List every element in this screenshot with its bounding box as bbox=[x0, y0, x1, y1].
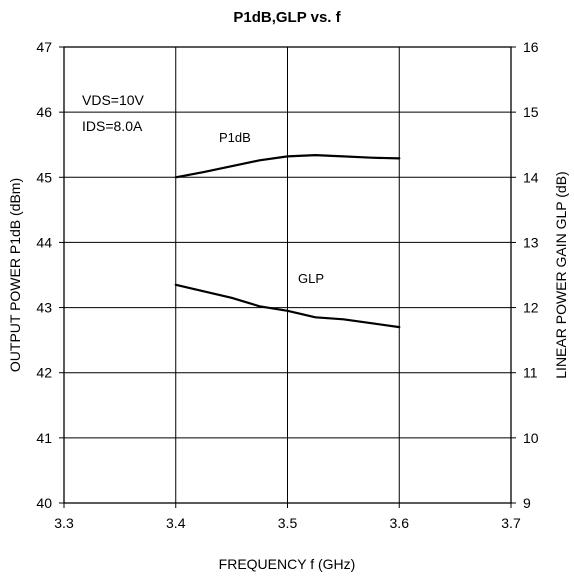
condition-ids: IDS=8.0A bbox=[82, 118, 143, 134]
grid bbox=[64, 47, 511, 503]
series-line-glp bbox=[174, 283, 401, 329]
y-left-tick-labels: 40 41 42 43 44 45 46 47 bbox=[36, 39, 64, 511]
x-tick-label: 3.3 bbox=[54, 515, 74, 531]
y-left-tick-label: 44 bbox=[36, 234, 52, 250]
x-tick-labels: 3.3 3.4 3.5 3.6 3.7 bbox=[54, 503, 521, 531]
y-left-tick-label: 47 bbox=[36, 39, 52, 55]
p1db-series-label: P1dB bbox=[219, 130, 251, 145]
y-right-axis-label: LINEAR POWER GAIN GLP (dB) bbox=[553, 171, 569, 378]
y-right-tick-label: 10 bbox=[523, 430, 539, 446]
condition-vds: VDS=10V bbox=[82, 92, 145, 108]
y-right-tick-label: 16 bbox=[523, 39, 539, 55]
y-right-tick-label: 11 bbox=[523, 365, 538, 381]
series-line-p1db bbox=[174, 154, 401, 179]
y-right-tick-label: 13 bbox=[523, 234, 539, 250]
glp-series-label: GLP bbox=[298, 271, 324, 286]
y-right-tick-labels: 9 10 11 12 13 14 15 16 bbox=[511, 39, 539, 511]
y-right-tick-label: 14 bbox=[523, 169, 539, 185]
y-right-tick-label: 9 bbox=[523, 495, 531, 511]
y-right-tick-label: 12 bbox=[523, 300, 539, 316]
y-left-tick-label: 45 bbox=[36, 169, 52, 185]
y-left-tick-label: 40 bbox=[36, 495, 52, 511]
series-group bbox=[174, 154, 401, 329]
y-left-tick-label: 43 bbox=[36, 300, 52, 316]
y-left-axis-label: OUTPUT POWER P1dB (dBm) bbox=[7, 178, 23, 372]
x-tick-label: 3.7 bbox=[501, 515, 521, 531]
x-axis-label: FREQUENCY f (GHz) bbox=[219, 556, 356, 572]
x-tick-label: 3.5 bbox=[278, 515, 298, 531]
y-right-tick-label: 15 bbox=[523, 104, 539, 120]
y-left-tick-label: 42 bbox=[36, 365, 52, 381]
y-left-tick-label: 41 bbox=[36, 430, 52, 446]
y-left-tick-label: 46 bbox=[36, 104, 52, 120]
x-tick-label: 3.4 bbox=[166, 515, 186, 531]
x-tick-label: 3.6 bbox=[390, 515, 410, 531]
chart-title: P1dB,GLP vs. f bbox=[233, 9, 341, 26]
